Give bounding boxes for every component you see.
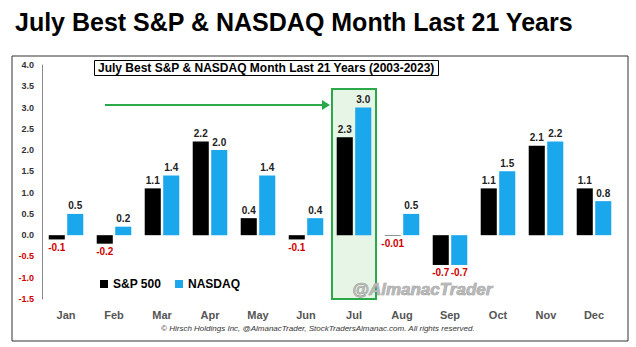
svg-text:3.0: 3.0 [356, 94, 370, 105]
svg-text:NASDAQ: NASDAQ [188, 277, 240, 291]
svg-text:3.5: 3.5 [21, 81, 34, 91]
svg-text:-0.1: -0.1 [288, 242, 306, 253]
svg-text:© Hirsch Holdings Inc, @Almana: © Hirsch Holdings Inc, @AlmanacTrader, S… [161, 324, 475, 333]
svg-text:@AlmanacTrader: @AlmanacTrader [352, 280, 493, 299]
svg-text:2.3: 2.3 [338, 124, 352, 135]
svg-text:2.2: 2.2 [548, 128, 562, 139]
svg-text:2.2: 2.2 [194, 128, 208, 139]
svg-text:S&P 500: S&P 500 [113, 277, 161, 291]
svg-text:Nov: Nov [536, 309, 558, 321]
svg-text:May: May [247, 309, 269, 321]
svg-text:-0.1: -0.1 [48, 242, 66, 253]
svg-text:-0.01: -0.01 [381, 238, 404, 249]
svg-text:0.5: 0.5 [21, 209, 34, 219]
svg-text:Feb: Feb [104, 309, 124, 321]
svg-text:0.8: 0.8 [596, 188, 610, 199]
svg-text:1.4: 1.4 [260, 162, 274, 173]
svg-text:-0.7: -0.7 [432, 267, 450, 278]
svg-text:Jul: Jul [346, 309, 362, 321]
svg-text:2.0: 2.0 [21, 145, 34, 155]
svg-text:1.5: 1.5 [21, 166, 34, 176]
svg-text:Dec: Dec [584, 309, 604, 321]
svg-text:0.5: 0.5 [68, 200, 82, 211]
svg-text:Apr: Apr [201, 309, 221, 321]
svg-text:-1.0: -1.0 [18, 273, 34, 283]
svg-text:1.4: 1.4 [164, 162, 178, 173]
svg-text:July Best S&P & NASDAQ Month L: July Best S&P & NASDAQ Month Last 21 Yea… [15, 8, 573, 36]
svg-text:Aug: Aug [391, 309, 412, 321]
svg-text:1.1: 1.1 [146, 175, 160, 186]
svg-text:Mar: Mar [152, 309, 172, 321]
svg-text:0.5: 0.5 [404, 200, 418, 211]
svg-text:1.1: 1.1 [578, 175, 592, 186]
svg-text:-0.7: -0.7 [451, 267, 469, 278]
svg-text:1.5: 1.5 [500, 158, 514, 169]
svg-text:4.0: 4.0 [21, 60, 34, 70]
svg-text:3.0: 3.0 [21, 103, 34, 113]
svg-text:0.4: 0.4 [242, 205, 256, 216]
svg-text:Sep: Sep [440, 309, 460, 321]
svg-text:2.0: 2.0 [212, 137, 226, 148]
svg-text:Oct: Oct [489, 309, 508, 321]
svg-text:July Best S&P & NASDAQ Month L: July Best S&P & NASDAQ Month Last 21 Yea… [98, 61, 434, 75]
svg-text:2.1: 2.1 [530, 132, 544, 143]
svg-text:2.5: 2.5 [21, 124, 34, 134]
svg-text:0.0: 0.0 [21, 230, 34, 240]
svg-text:-0.2: -0.2 [96, 246, 114, 257]
svg-text:Jun: Jun [296, 309, 316, 321]
svg-text:0.4: 0.4 [308, 205, 322, 216]
svg-text:Jan: Jan [57, 309, 76, 321]
svg-text:-0.5: -0.5 [18, 251, 34, 261]
svg-text:1.0: 1.0 [21, 188, 34, 198]
svg-text:-1.5: -1.5 [18, 294, 34, 304]
svg-text:0.2: 0.2 [116, 213, 130, 224]
svg-text:1.1: 1.1 [482, 175, 496, 186]
